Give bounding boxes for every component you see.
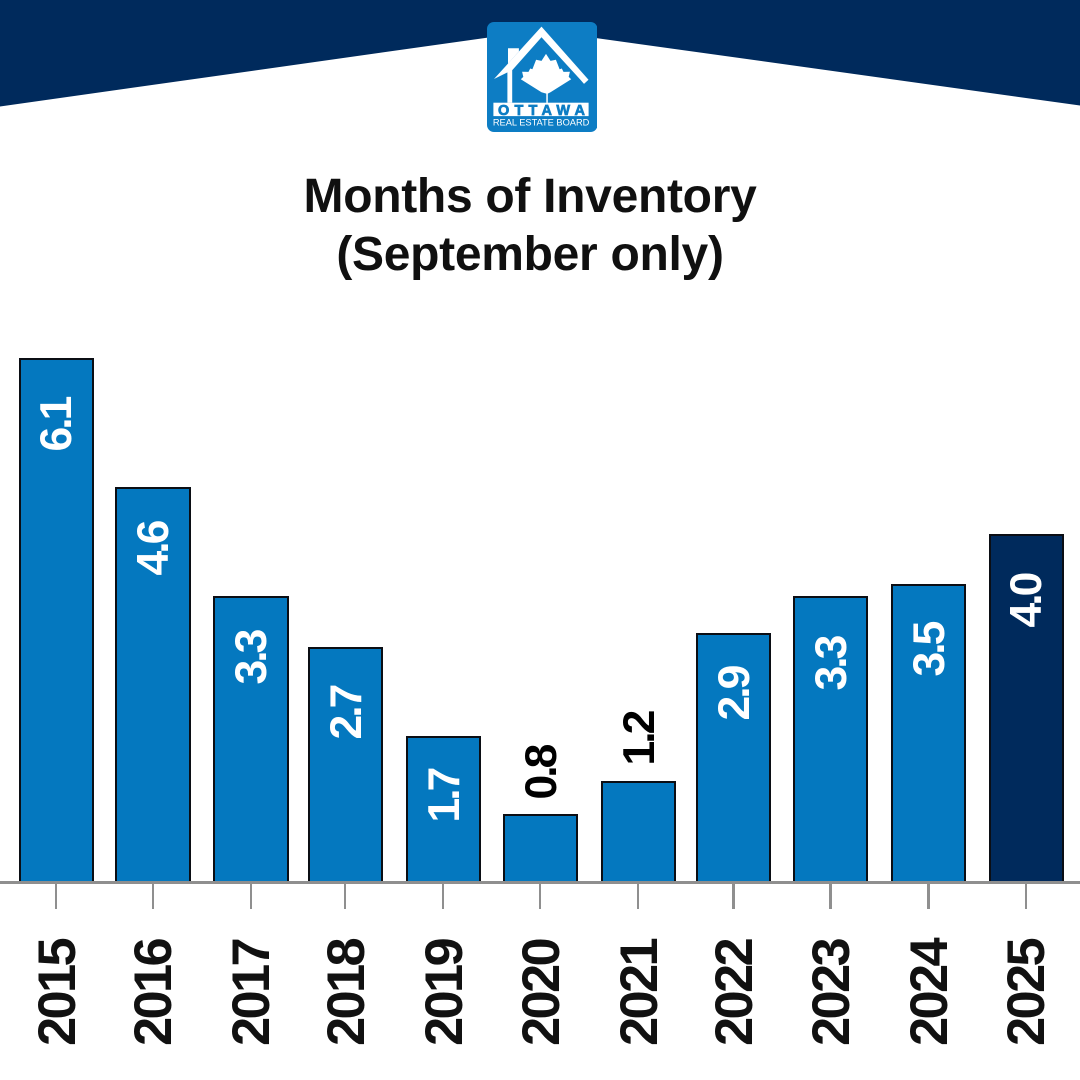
svg-text:REAL ESTATE BOARD: REAL ESTATE BOARD: [492, 118, 589, 128]
svg-text:OTTAWA: OTTAWA: [498, 103, 586, 119]
